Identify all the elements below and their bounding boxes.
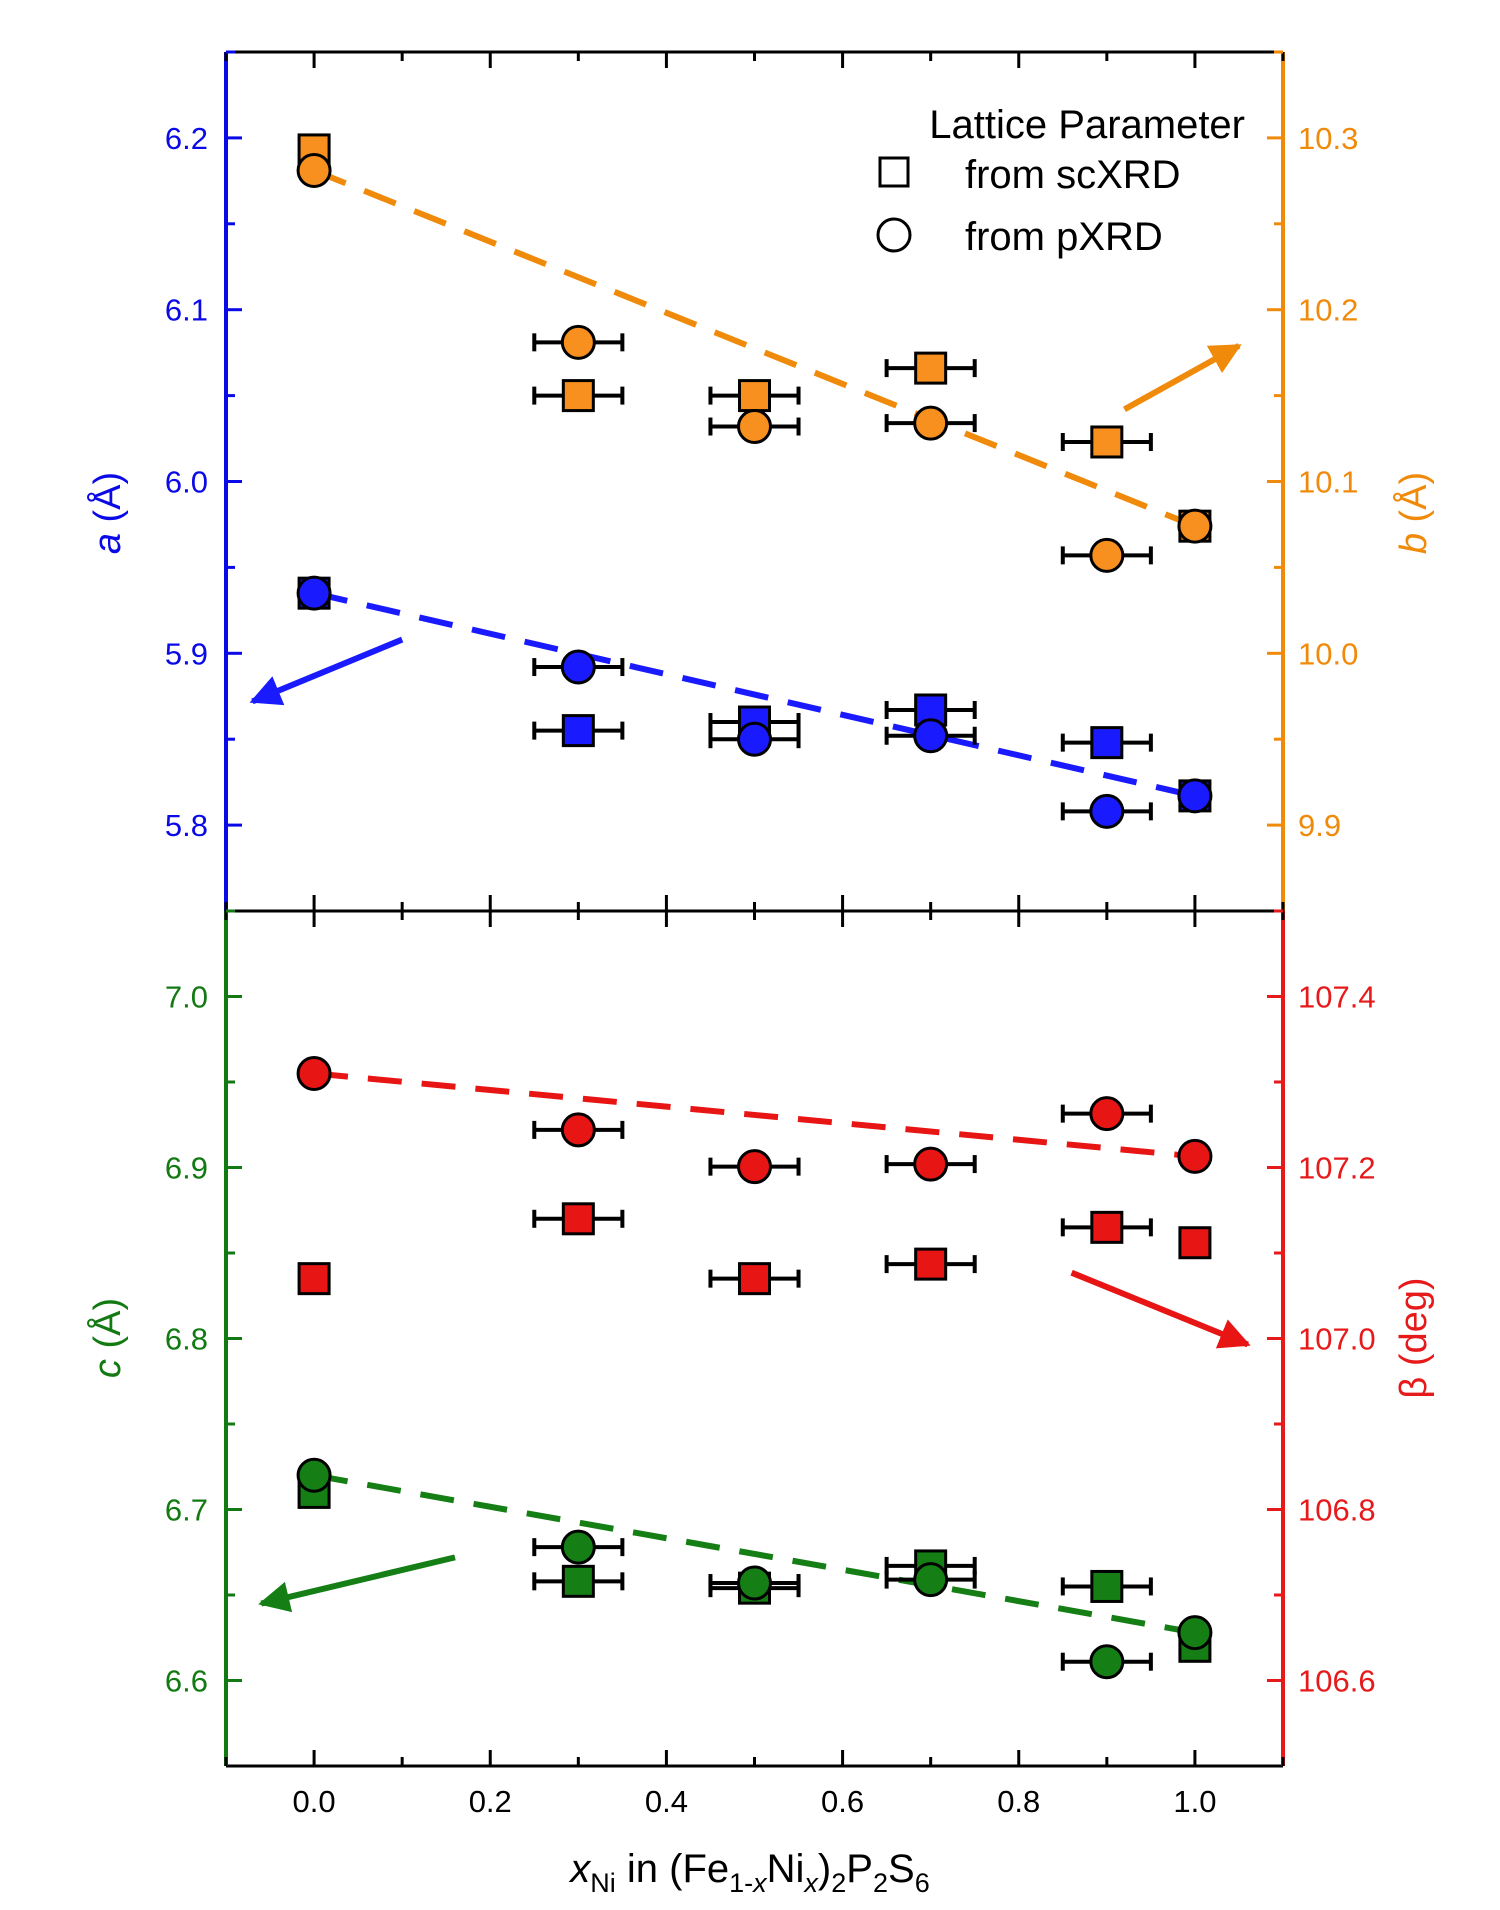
data-point-circle <box>1177 1615 1213 1651</box>
x-tick-label: 0.4 <box>645 1784 688 1819</box>
trend-line-left <box>313 590 1196 799</box>
axis-pointer-arrow-right <box>1070 1269 1251 1349</box>
right-y-tick-label: 10.0 <box>1298 636 1358 671</box>
left-y-tick-label: 6.0 <box>165 465 208 500</box>
data-point-square <box>738 1262 771 1296</box>
data-point-circle <box>560 1529 596 1565</box>
series-c-from-pxrd <box>296 1457 1213 1680</box>
legend-entry-label: from scXRD <box>965 153 1181 197</box>
right-y-tick-label: 10.3 <box>1298 121 1358 156</box>
left-y-tick-label: 6.8 <box>165 1322 208 1357</box>
data-point-square <box>1090 726 1124 760</box>
data-point-square <box>914 351 948 385</box>
right-y-tick-label: 106.6 <box>1298 1664 1376 1699</box>
data-point-circle <box>737 1565 772 1601</box>
right-y-tick-label: 107.2 <box>1298 1151 1376 1186</box>
data-point-square <box>1090 1210 1124 1244</box>
axis-pointer-arrow-left <box>258 1554 456 1613</box>
data-point-circle <box>913 405 949 441</box>
data-point-circle <box>737 721 772 757</box>
left-y-tick-label: 6.9 <box>165 1151 208 1186</box>
data-point-circle <box>1177 1138 1213 1174</box>
data-point-square <box>561 1202 595 1236</box>
x-tick-label: 0.6 <box>821 1784 864 1819</box>
data-point-circle <box>296 1457 332 1493</box>
left-y-tick-label: 6.1 <box>165 293 208 328</box>
panel-top: 5.8 5.9 6.0 6.1 6.2 9.9 10.0 10.1 10.2 10.3 a (Å) b… <box>85 50 1435 913</box>
data-point-circle <box>1089 793 1125 829</box>
data-point-circle <box>296 153 332 189</box>
axis-pointer-arrow-left <box>249 636 404 706</box>
data-point-circle <box>913 718 949 754</box>
x-tick-label: 1.0 <box>1173 1784 1216 1819</box>
legend: Lattice Parameter from scXRD from pXRD <box>876 103 1245 259</box>
data-point-circle <box>1089 1096 1125 1132</box>
left-y-axis-title: c (Å) <box>85 1298 129 1378</box>
data-point-circle <box>1177 778 1213 814</box>
right-y-tick-label: 9.9 <box>1298 808 1341 843</box>
right-y-tick-label: 106.8 <box>1298 1493 1376 1528</box>
left-y-tick-label: 6.7 <box>165 1493 208 1528</box>
data-point-circle <box>737 409 772 445</box>
right-y-axis-title: b (Å) <box>1391 472 1435 554</box>
right-y-tick-label: 10.2 <box>1298 293 1358 328</box>
data-point-square <box>1090 1569 1124 1603</box>
data-point-circle <box>737 1149 772 1185</box>
data-point-circle <box>1089 1644 1125 1680</box>
trend-line-left <box>313 1472 1196 1636</box>
x-axis-title: xNi in (Fe1-xNix)2P2S6 <box>568 1847 929 1898</box>
series-b-from-pxrd <box>296 153 1213 573</box>
data-point-circle <box>1089 537 1125 573</box>
right-y-tick-label: 107.0 <box>1298 1322 1376 1357</box>
legend-entry-label: from pXRD <box>965 215 1163 259</box>
data-point-square <box>561 1564 595 1598</box>
x-tick-label: 0.8 <box>997 1784 1040 1819</box>
axis-pointer-arrow-right <box>1122 343 1242 412</box>
right-y-axis-title: β (deg) <box>1393 1277 1435 1398</box>
right-y-tick-label: 107.4 <box>1298 980 1376 1015</box>
x-tick-label: 0.2 <box>469 1784 512 1819</box>
data-point-circle <box>913 1146 949 1182</box>
data-point-square <box>914 1247 948 1281</box>
data-point-square <box>297 1262 331 1296</box>
left-y-tick-label: 7.0 <box>165 980 208 1015</box>
right-y-tick-label: 10.1 <box>1298 465 1358 500</box>
data-point-circle <box>296 575 332 611</box>
legend-title: Lattice Parameter <box>929 103 1245 147</box>
data-point-square <box>1090 425 1124 459</box>
data-point-circle <box>1177 508 1213 544</box>
data-point-circle <box>296 1055 332 1091</box>
data-point-square <box>738 379 771 413</box>
left-y-tick-label: 5.8 <box>165 808 208 843</box>
data-point-square <box>561 714 595 748</box>
data-point-circle <box>560 649 596 685</box>
left-y-axis-title: a (Å) <box>85 472 129 554</box>
data-point-square <box>561 379 595 413</box>
panel-bottom: 6.6 6.7 6.8 6.9 7.0 106.6 106.8 107.0 107.2 107.4… <box>85 909 1435 1768</box>
data-point-circle <box>560 324 596 360</box>
series--from-scxrd <box>297 1202 1212 1296</box>
data-point-circle <box>913 1562 949 1598</box>
series-a-from-pxrd <box>296 575 1213 829</box>
legend-circle-icon <box>876 217 912 253</box>
left-y-tick-label: 6.6 <box>165 1664 208 1699</box>
legend-square-icon <box>878 156 910 188</box>
trend-line-right <box>313 1070 1196 1160</box>
left-y-tick-label: 6.2 <box>165 121 208 156</box>
left-y-tick-label: 5.9 <box>165 636 208 671</box>
data-point-circle <box>560 1112 596 1148</box>
data-point-square <box>1178 1226 1212 1260</box>
x-tick-label: 0.0 <box>293 1784 336 1819</box>
series--from-pxrd <box>296 1055 1213 1185</box>
